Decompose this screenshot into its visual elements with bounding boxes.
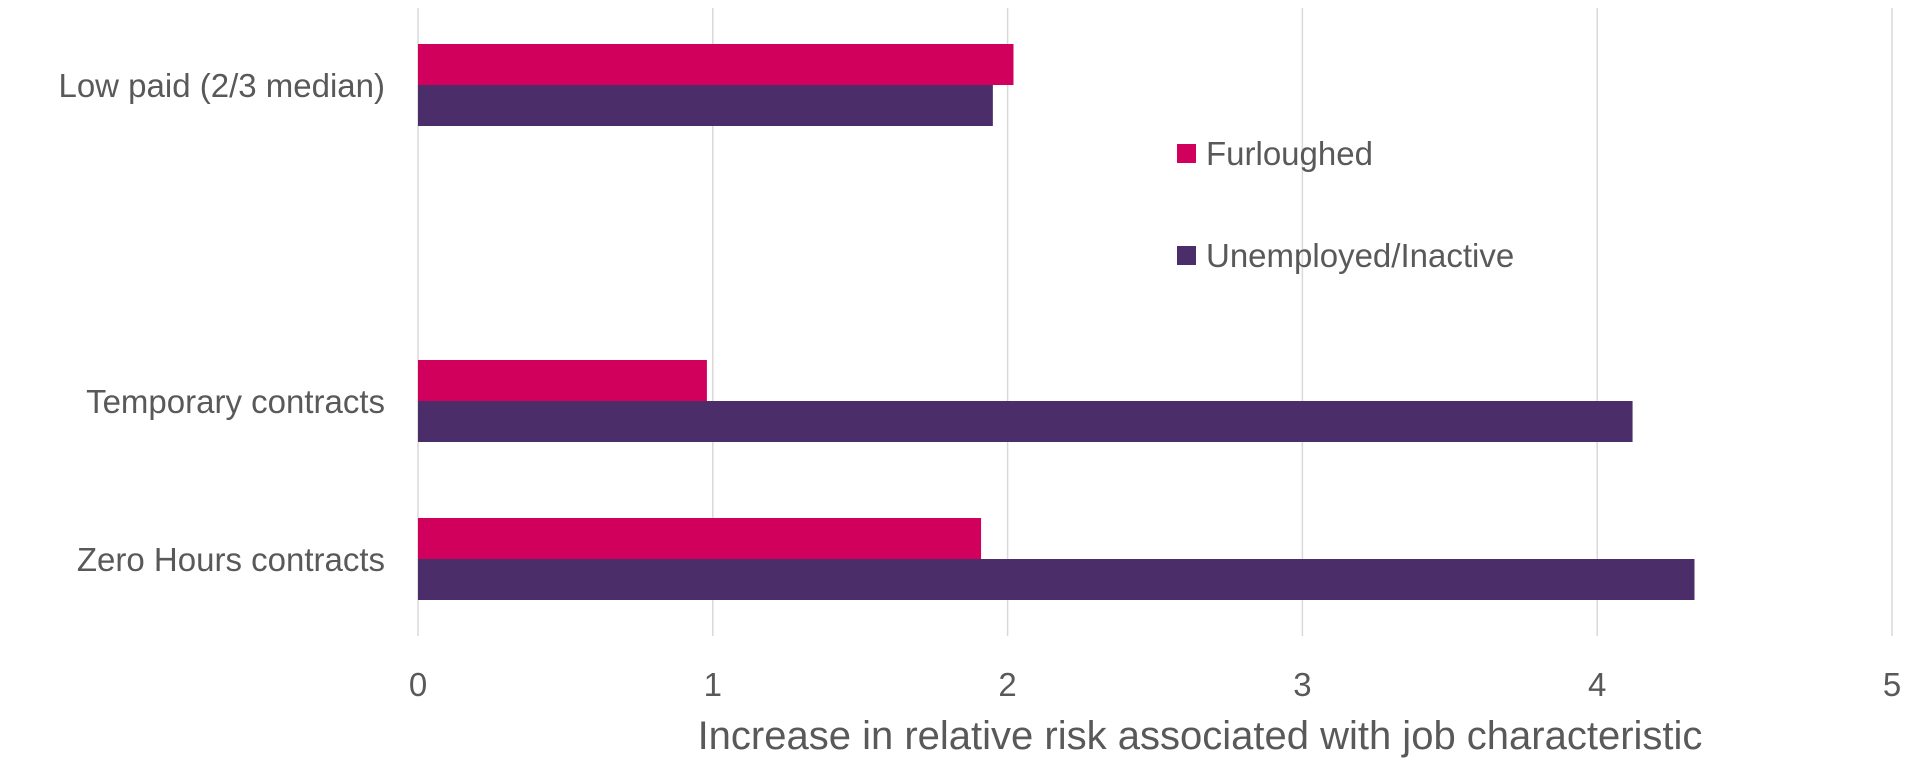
x-tick-label: 5: [1883, 666, 1901, 703]
x-axis-title: Increase in relative risk associated wit…: [698, 714, 1703, 758]
bar-furloughed-1: [418, 360, 707, 401]
x-tick-label: 2: [998, 666, 1016, 703]
x-tick-label: 3: [1293, 666, 1311, 703]
bar-unemployed-inactive-2: [418, 559, 1695, 600]
bar-furloughed-0: [418, 44, 1014, 85]
category-label: Zero Hours contracts: [77, 541, 385, 578]
legend-swatch: [1177, 144, 1196, 163]
category-label: Low paid (2/3 median): [58, 67, 385, 104]
x-tick-labels: 0 1 2 3 4 5: [409, 666, 1901, 703]
bars: [418, 44, 1695, 600]
x-tick-label: 1: [704, 666, 722, 703]
category-label: Temporary contracts: [86, 383, 385, 420]
legend-label: Furloughed: [1206, 135, 1373, 172]
legend-label: Unemployed/Inactive: [1206, 237, 1514, 274]
x-tick-label: 0: [409, 666, 427, 703]
x-tick-label: 4: [1588, 666, 1606, 703]
bar-unemployed-inactive-1: [418, 401, 1633, 442]
bar-unemployed-inactive-0: [418, 85, 993, 126]
category-labels: Low paid (2/3 median) Temporary contracts…: [58, 67, 385, 578]
legend: Furloughed Unemployed/Inactive: [1177, 135, 1514, 274]
legend-swatch: [1177, 246, 1196, 265]
bar-furloughed-2: [418, 518, 982, 559]
